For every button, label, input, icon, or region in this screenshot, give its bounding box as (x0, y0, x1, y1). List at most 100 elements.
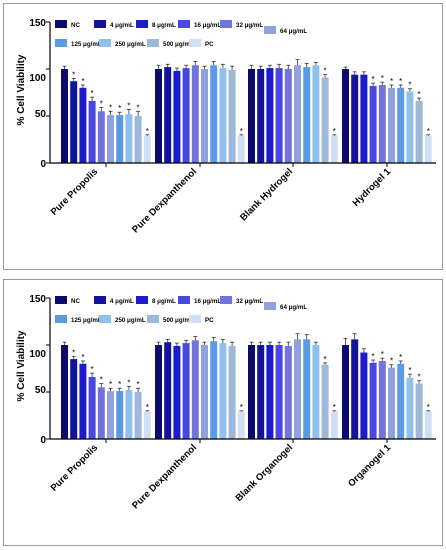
bar (397, 87, 405, 163)
bar (312, 345, 320, 439)
bar (330, 135, 338, 163)
legend-label: 32 μg/mL (236, 298, 263, 305)
bar (369, 362, 377, 439)
bar (342, 345, 349, 439)
y-tick-label: 100 (29, 73, 46, 84)
significance-star: * (408, 81, 411, 90)
legend-label: 32 μg/mL (236, 22, 263, 29)
legend-label: 64 μg/mL (280, 304, 307, 311)
bar (134, 392, 142, 439)
bar (303, 67, 311, 163)
significance-star: * (118, 104, 121, 113)
bar (369, 85, 377, 163)
legend-swatch (264, 26, 276, 34)
significance-star: * (72, 348, 75, 357)
legend-label: 250 μg/mL (115, 317, 146, 324)
y-tick-labels: 0 50 100 150 (29, 294, 46, 446)
significance-star: * (333, 127, 336, 136)
significance-star: * (418, 90, 421, 99)
bar (88, 100, 96, 163)
bar (201, 69, 208, 163)
bar (164, 67, 172, 163)
bar (248, 69, 255, 163)
bar (125, 390, 133, 439)
legend-swatch (55, 39, 67, 47)
significance-star: * (408, 366, 411, 375)
y-tick-label: 150 (29, 18, 46, 29)
bar (360, 352, 368, 439)
legend-swatch (147, 315, 159, 323)
legend-swatch (189, 315, 201, 323)
significance-star: * (399, 77, 402, 86)
bar (351, 339, 359, 439)
bar (378, 360, 386, 439)
bar (275, 345, 283, 439)
bar (116, 391, 124, 439)
bar (237, 135, 245, 163)
significance-star: * (399, 353, 402, 362)
significance-star: * (372, 352, 375, 361)
legend-label: 500 μg/mL (163, 41, 194, 48)
bar (388, 367, 395, 439)
significance-star: * (91, 365, 94, 374)
bar (155, 345, 162, 439)
bar (182, 343, 190, 439)
bar (116, 115, 124, 163)
legend-label: 250 μg/mL (115, 41, 146, 48)
significance-star: * (372, 75, 375, 84)
bar (284, 345, 292, 439)
bar (397, 363, 405, 439)
bar (173, 70, 181, 163)
y-axis-label: % Cell Viability (16, 54, 27, 125)
bar (321, 77, 329, 163)
significance-star: * (324, 67, 327, 76)
bar (134, 116, 142, 163)
y-tick-label: 100 (29, 349, 46, 360)
legend-swatch (94, 20, 106, 28)
bars: * * * * * * * * * * * * * * * * * * * (61, 59, 432, 163)
legend-label: 125 μg/mL (71, 317, 102, 324)
axes (46, 21, 436, 167)
axes (46, 297, 436, 443)
legend-label: 4 μg/mL (110, 298, 134, 305)
y-tick-label: 150 (29, 294, 46, 305)
y-tick-label: 50 (35, 385, 47, 396)
bar (79, 87, 87, 163)
legend-label: 16 μg/mL (194, 22, 221, 29)
legend-label: NC (71, 22, 80, 29)
significance-star: * (146, 403, 149, 412)
bar (424, 411, 432, 439)
bar (388, 87, 395, 163)
bar (70, 81, 78, 163)
bar (415, 383, 423, 439)
bar (107, 115, 114, 163)
bar (61, 69, 68, 163)
bar (210, 65, 218, 163)
bar (321, 364, 329, 439)
significance-star: * (381, 74, 384, 83)
bar (107, 391, 114, 439)
bars: * * * * * * * * * * * * * * * * * * * (61, 333, 432, 439)
bar (424, 135, 432, 163)
legend-swatch (55, 296, 67, 304)
bar (266, 345, 274, 439)
legend-label: 8 μg/mL (152, 22, 176, 29)
significance-star: * (427, 403, 430, 412)
bar (173, 345, 181, 439)
significance-star: * (72, 70, 75, 79)
bar (275, 68, 283, 163)
bar (257, 69, 265, 163)
bar (155, 69, 162, 163)
legend-swatch (220, 20, 232, 28)
bar (125, 114, 133, 163)
legend-label: PC (205, 41, 214, 48)
bar (88, 376, 96, 439)
bar (294, 65, 301, 163)
significance-star: * (109, 103, 112, 112)
legend-swatch (178, 296, 190, 304)
bar (303, 339, 311, 439)
y-tick-labels: 0 50 100 150 (29, 18, 46, 170)
bar (143, 411, 151, 439)
bar (284, 69, 292, 163)
legend-swatch (99, 39, 111, 47)
